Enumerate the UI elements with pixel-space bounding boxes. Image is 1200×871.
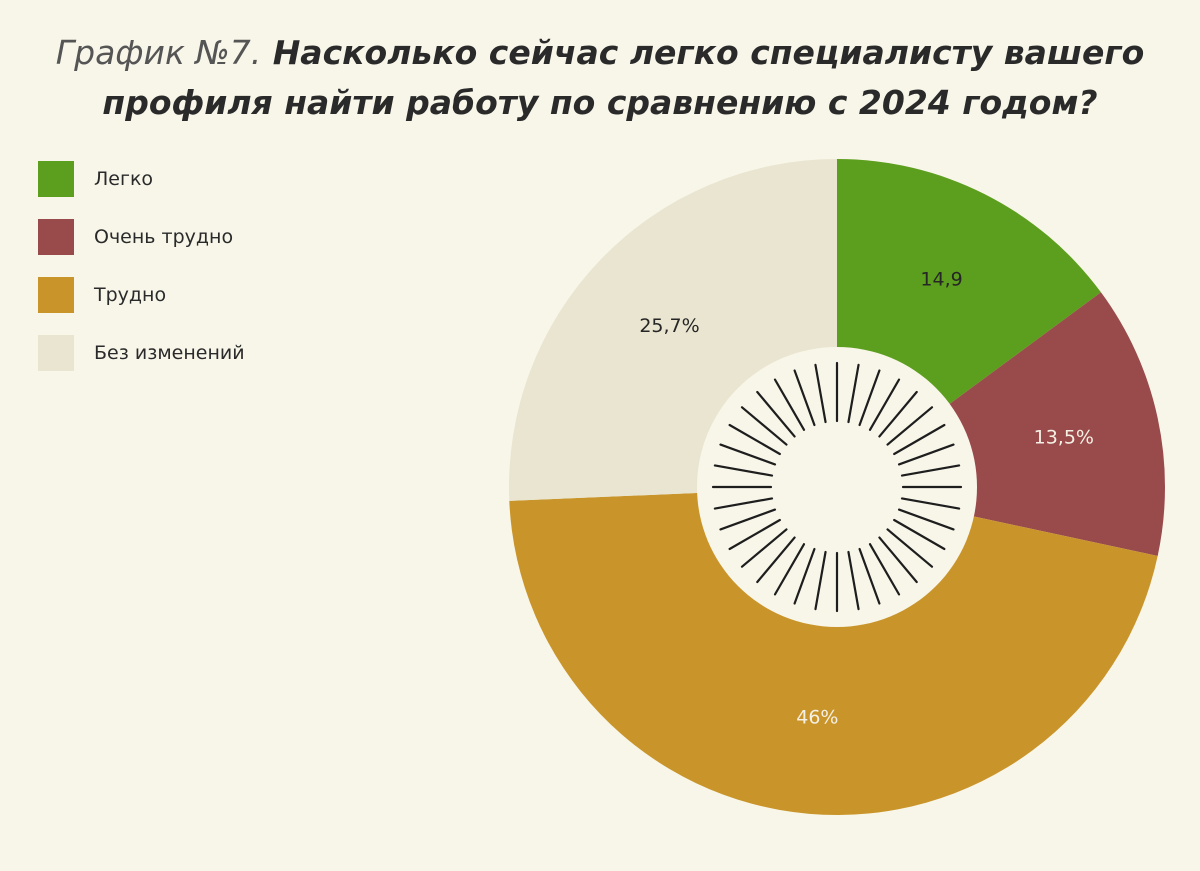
sunburst-ray — [814, 363, 827, 424]
sunburst-ray — [868, 378, 901, 431]
sunburst-ray — [773, 378, 806, 431]
sunburst-ray — [868, 543, 901, 596]
legend-item-hard: Трудно — [38, 276, 245, 314]
legend-label-no-change: Без изменений — [94, 342, 245, 364]
sunburst-ray — [713, 497, 774, 510]
sunburst-ray — [893, 423, 946, 456]
value-label-no-change: 25,7% — [639, 315, 699, 337]
sunburst-ray — [858, 547, 881, 605]
legend-label-very-hard: Очень трудно — [94, 226, 234, 248]
sunburst-ray — [847, 550, 860, 611]
sunburst-ray — [719, 443, 777, 466]
sunburst-ray — [886, 406, 934, 446]
sunburst-ray — [793, 547, 816, 605]
value-label-hard: 46% — [796, 707, 838, 729]
legend-swatch-hard — [38, 277, 74, 313]
sunburst-ray — [740, 528, 788, 568]
sunburst-ray — [719, 508, 777, 531]
legend-item-easy: Легко — [38, 160, 245, 198]
sunburst-ray — [900, 464, 961, 477]
sunburst-ray — [897, 443, 955, 466]
legend-item-very-hard: Очень трудно — [38, 218, 245, 256]
chart-title-prefix: График №7. — [55, 33, 262, 72]
chart-title: График №7. Насколько сейчас легко специа… — [0, 28, 1200, 128]
legend-swatch-easy — [38, 161, 74, 197]
chart-title-line1: Насколько сейчас легко специалисту вашег… — [272, 33, 1145, 72]
value-label-very-hard: 13,5% — [1034, 427, 1094, 449]
donut-center — [697, 347, 977, 627]
legend-label-easy: Легко — [94, 168, 154, 190]
sunburst-ray — [773, 543, 806, 596]
sunburst-ray — [740, 406, 788, 446]
legend-swatch-very-hard — [38, 219, 74, 255]
legend-swatch-no-change — [38, 335, 74, 371]
sunburst-ray — [713, 464, 774, 477]
value-label-easy: 14,9 — [920, 268, 962, 290]
sunburst-ray — [886, 528, 934, 568]
slice-hard — [509, 487, 1158, 815]
legend-item-no-change: Без изменений — [38, 334, 245, 372]
sunburst-ray — [878, 536, 918, 584]
sunburst-ray — [858, 369, 881, 427]
sunburst-ray — [793, 369, 816, 427]
sunburst-ray — [728, 518, 781, 551]
chart-title-line2: профиля найти работу по сравнению с 2024… — [102, 83, 1098, 122]
sunburst-ray — [756, 390, 796, 438]
sunburst-ray — [847, 363, 860, 424]
sunburst-ray — [728, 423, 781, 456]
legend-label-hard: Трудно — [94, 284, 167, 306]
sunburst-ray — [893, 518, 946, 551]
sunburst-ray — [756, 536, 796, 584]
sunburst-ray — [814, 550, 827, 611]
sunburst-ray — [897, 508, 955, 531]
sunburst-ray — [878, 390, 918, 438]
sunburst-ray — [900, 497, 961, 510]
sunburst-ornament — [711, 361, 963, 613]
legend: Легко Очень трудно Трудно Без изменений — [38, 160, 245, 392]
